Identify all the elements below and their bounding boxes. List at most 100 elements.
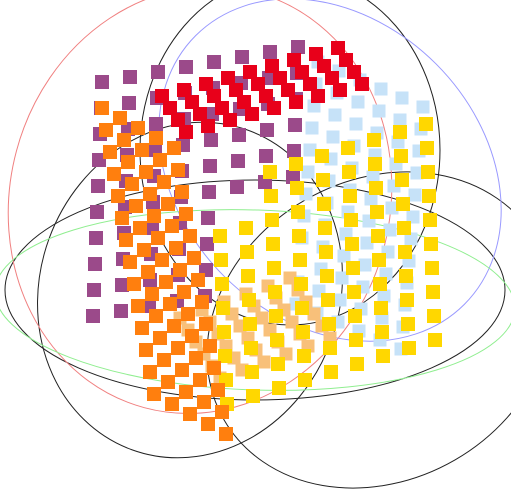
- yellow-point: [370, 205, 384, 219]
- orange-point: [187, 251, 201, 265]
- orange-point: [161, 375, 175, 389]
- red-point: [215, 101, 229, 115]
- yellow-point: [371, 229, 385, 243]
- purple-point: [263, 45, 277, 59]
- yellow-point: [323, 341, 337, 355]
- yellow-point: [342, 165, 356, 179]
- orange-point: [113, 111, 127, 125]
- orange-point: [119, 233, 133, 247]
- yellow-point: [367, 133, 381, 147]
- yellow-point: [346, 261, 360, 275]
- red-point: [309, 47, 323, 61]
- orange-point: [165, 397, 179, 411]
- purple-point: [259, 149, 273, 163]
- red-point: [185, 95, 199, 109]
- yellow-point: [319, 245, 333, 259]
- lightblue-point: [335, 271, 349, 285]
- purple-point: [151, 65, 165, 79]
- red-point: [193, 107, 207, 121]
- red-point: [317, 59, 331, 73]
- purple-point: [90, 205, 104, 219]
- purple-point: [123, 70, 137, 84]
- lightblue-point: [383, 223, 397, 237]
- purple-point: [201, 211, 215, 225]
- red-point: [199, 77, 213, 91]
- yellow-point: [402, 341, 416, 355]
- yellow-point: [321, 293, 335, 307]
- lightblue-point: [337, 249, 351, 263]
- yellow-point: [294, 277, 308, 291]
- yellow-point: [397, 221, 411, 235]
- yellow-point: [400, 293, 414, 307]
- yellow-point: [242, 293, 256, 307]
- yellow-point: [214, 253, 228, 267]
- yellow-point: [368, 157, 382, 171]
- orange-point: [147, 387, 161, 401]
- orange-point: [141, 265, 155, 279]
- orange-point: [157, 175, 171, 189]
- orange-point: [121, 155, 135, 169]
- purple-point: [118, 200, 132, 214]
- orange-point: [207, 361, 221, 375]
- orange-point: [199, 317, 213, 331]
- orange-point: [177, 285, 191, 299]
- yellow-point: [419, 117, 433, 131]
- orange-point: [159, 275, 173, 289]
- orange-point: [99, 123, 113, 137]
- lightblue-point: [328, 108, 342, 122]
- red-point: [229, 83, 243, 97]
- orange-point: [149, 131, 163, 145]
- red-point: [243, 65, 257, 79]
- red-point: [171, 113, 185, 127]
- yellow-point: [369, 181, 383, 195]
- lightblue-point: [358, 258, 372, 272]
- yellow-point: [350, 357, 364, 371]
- orange-point: [191, 273, 205, 287]
- lightblue-point: [385, 201, 399, 215]
- lightblue-point: [410, 166, 424, 180]
- red-point: [163, 101, 177, 115]
- yellow-point: [394, 149, 408, 163]
- purple-point: [88, 257, 102, 271]
- purple-point: [149, 117, 163, 131]
- red-point: [331, 41, 345, 55]
- orange-point: [197, 395, 211, 409]
- orange-point: [161, 197, 175, 211]
- orange-point: [179, 385, 193, 399]
- red-point: [179, 125, 193, 139]
- red-point: [265, 59, 279, 73]
- orange-point: [143, 187, 157, 201]
- orange-point: [117, 133, 131, 147]
- yellow-point: [297, 349, 311, 363]
- yellow-point: [289, 157, 303, 171]
- lightblue-point: [404, 232, 418, 246]
- yellow-point: [264, 189, 278, 203]
- yellow-point: [296, 325, 310, 339]
- yellow-point: [316, 173, 330, 187]
- red-point: [289, 95, 303, 109]
- lightblue-point: [374, 82, 388, 96]
- orange-point: [157, 353, 171, 367]
- orange-point: [127, 277, 141, 291]
- yellow-point: [272, 381, 286, 395]
- red-point: [237, 95, 251, 109]
- yellow-point: [298, 373, 312, 387]
- yellow-point: [395, 173, 409, 187]
- yellow-point: [271, 357, 285, 371]
- peach-point: [307, 307, 321, 321]
- red-point: [347, 65, 361, 79]
- lightblue-point: [303, 143, 317, 157]
- lightblue-point: [395, 91, 409, 105]
- red-point: [295, 65, 309, 79]
- yellow-point: [265, 213, 279, 227]
- orange-point: [193, 373, 207, 387]
- orange-point: [139, 165, 153, 179]
- purple-point: [235, 50, 249, 64]
- lightblue-point: [377, 289, 391, 303]
- orange-point: [185, 329, 199, 343]
- yellow-point: [349, 333, 363, 347]
- yellow-point: [401, 317, 415, 331]
- orange-point: [95, 101, 109, 115]
- purple-point: [202, 185, 216, 199]
- yellow-point: [263, 165, 277, 179]
